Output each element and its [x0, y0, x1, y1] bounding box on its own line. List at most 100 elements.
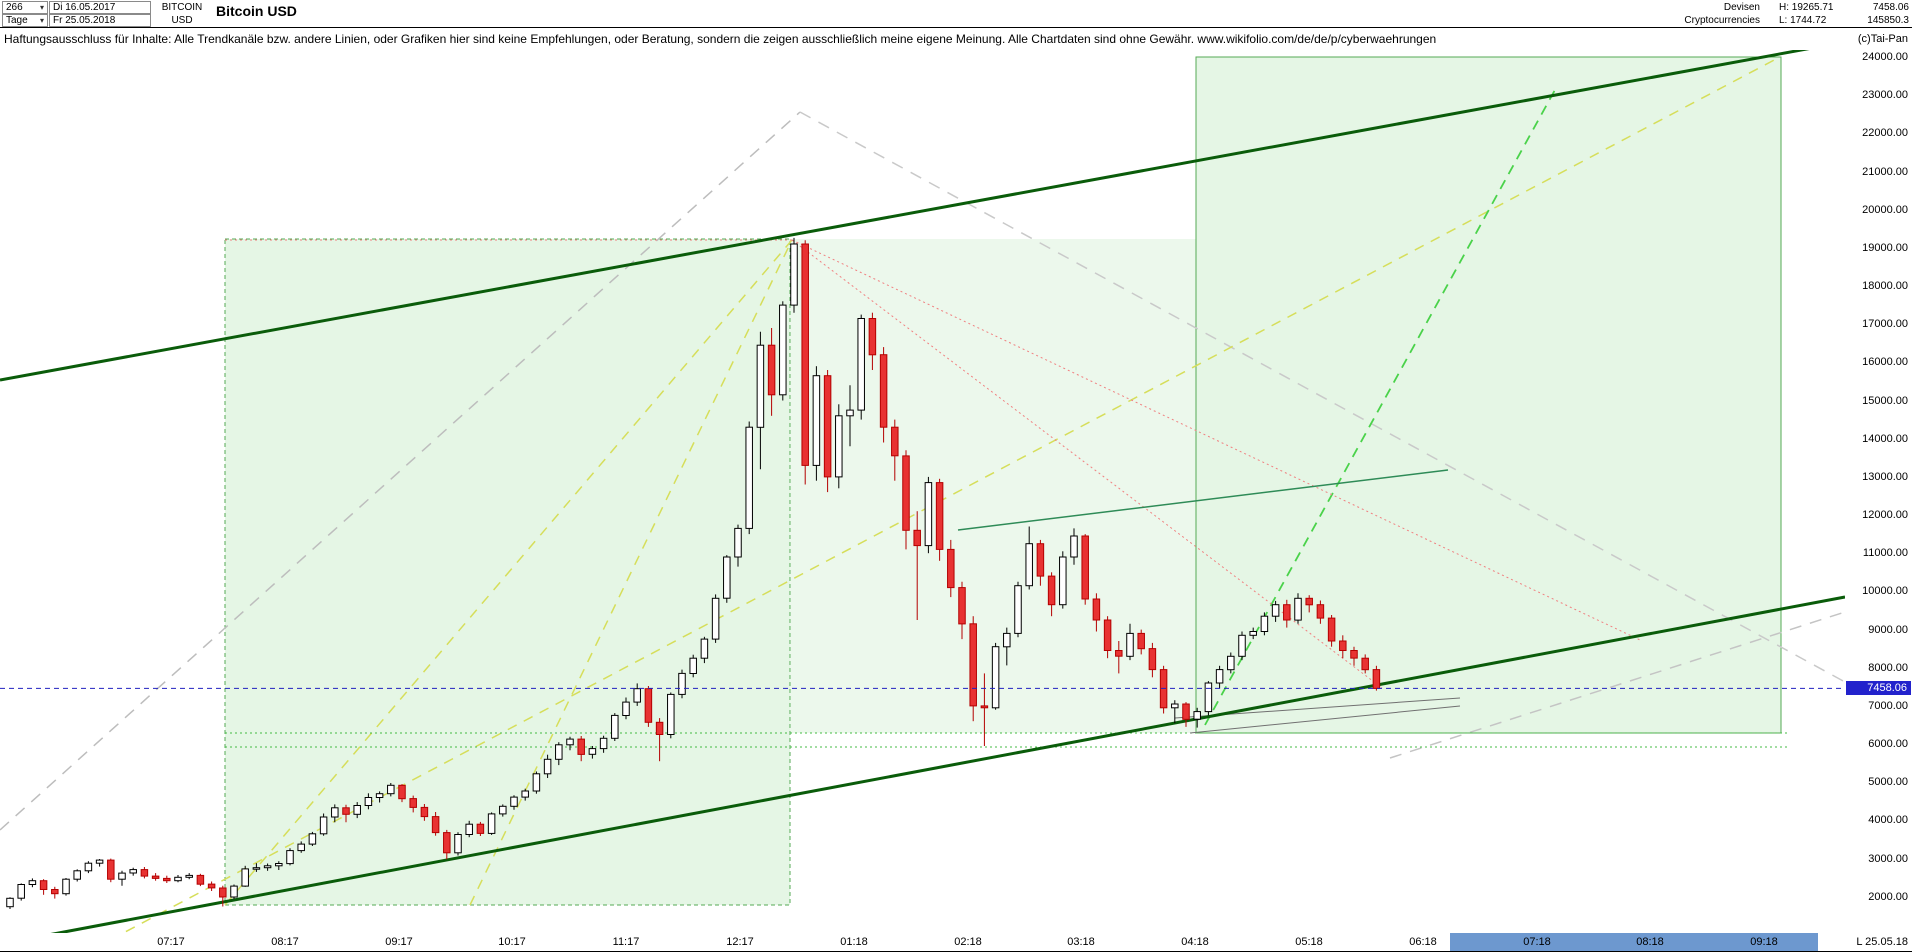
candle-body	[84, 862, 93, 872]
category-block: Devisen Cryptocurrencies	[1684, 1, 1760, 27]
candle-body	[1036, 543, 1045, 577]
candle-body	[969, 623, 977, 707]
y-tick-label: 22000.00	[1862, 127, 1908, 139]
x-tick-label: 10:17	[498, 936, 526, 948]
last-price-value: 7458.06	[1872, 2, 1909, 13]
high-value: H: 19265.71	[1779, 2, 1834, 13]
time-axis[interactable]: 07:17 08:17 09:17 10:17 11:17 12:17 01:18 02:18…	[0, 933, 1912, 952]
candle-body	[297, 843, 305, 852]
period-count-dropdown[interactable]: 266 ▾	[2, 1, 48, 14]
candle-body	[17, 884, 25, 899]
page-title: Bitcoin USD	[216, 3, 297, 19]
y-tick-label: 8000.00	[1868, 662, 1908, 674]
candle-body	[521, 790, 529, 798]
candle-body	[555, 744, 563, 760]
y-tick-label: 10000.00	[1862, 585, 1908, 597]
period-unit-value: Tage	[6, 15, 28, 26]
y-tick-label: 5000.00	[1868, 776, 1908, 788]
candle-body	[622, 701, 630, 716]
candle-body	[1339, 640, 1347, 651]
candle-body	[1294, 597, 1302, 621]
candle-body	[846, 409, 854, 417]
y-tick-label: 19000.00	[1862, 242, 1908, 254]
candle-body	[342, 807, 350, 815]
candle-body	[678, 672, 686, 695]
header-bar: 266 ▾ Tage ▾ Di 16.05.2017 Fr 25.05.2018…	[0, 0, 1912, 28]
date-from-field[interactable]: Di 16.05.2017	[49, 1, 151, 14]
resistance-line	[957, 469, 1449, 531]
candle-body	[577, 738, 585, 755]
candle-body	[588, 748, 597, 755]
candle-body	[1171, 703, 1179, 709]
y-tick-label: 14000.00	[1862, 433, 1908, 445]
candle-body	[633, 688, 641, 703]
candle-body	[420, 806, 429, 818]
price-axis[interactable]: 24000.00 23000.00 22000.00 21000.00 20000.00…	[1845, 50, 1912, 933]
low-value: L: 1744.72	[1779, 15, 1827, 26]
disclaimer-bar: Haftungsausschluss für Inhalte: Alle Tre…	[0, 28, 1912, 50]
candle-body	[913, 529, 921, 547]
candle-body	[196, 874, 205, 885]
candle-body	[689, 657, 697, 675]
y-tick-label: 15000.00	[1862, 395, 1908, 407]
x-tick-label: 02:18	[954, 936, 982, 948]
candle-body	[487, 813, 496, 834]
candle-body	[364, 797, 373, 806]
candle-body	[655, 721, 664, 735]
category-line2: Cryptocurrencies	[1684, 15, 1760, 26]
high-low-block: H: 19265.71 L: 1744.72	[1779, 1, 1834, 27]
category-line1: Devisen	[1723, 2, 1760, 13]
y-tick-label: 12000.00	[1862, 509, 1908, 521]
candle-body	[857, 318, 865, 411]
candle-body	[1283, 604, 1291, 621]
dropdown-arrow-icon: ▾	[39, 3, 44, 12]
candle-body	[745, 426, 753, 529]
candle-body	[958, 587, 966, 625]
date-to-field[interactable]: Fr 25.05.2018	[49, 14, 151, 27]
candle-body	[891, 426, 899, 457]
candle-body	[151, 875, 160, 879]
copyright-label: (c)Tai-Pan	[1857, 33, 1908, 45]
symbol-name: BITCOIN	[161, 2, 203, 13]
yellow-dashed-fan-1	[224, 239, 793, 906]
x-tick-label: 08:17	[271, 936, 299, 948]
candle-body	[835, 415, 843, 478]
candle-body	[1081, 535, 1089, 600]
candle-body	[532, 773, 541, 792]
candle-body	[1070, 535, 1078, 558]
future-range-highlight	[1450, 933, 1818, 951]
y-tick-label: 17000.00	[1862, 318, 1908, 330]
candle-body	[375, 793, 384, 799]
candle-body	[1215, 669, 1224, 684]
candle-body	[947, 548, 955, 589]
candle-body	[1182, 703, 1190, 720]
y-tick-label: 16000.00	[1862, 356, 1908, 368]
current-price-tag: 7458.06	[1846, 681, 1911, 695]
candle-body	[39, 880, 48, 891]
candle-body	[510, 796, 518, 807]
candle-body	[241, 868, 249, 887]
candle-body	[1204, 682, 1213, 713]
candle-body	[319, 816, 328, 835]
candle-body	[207, 883, 216, 889]
date-range-control: Di 16.05.2017 Fr 25.05.2018	[49, 1, 151, 27]
candle-body	[1115, 650, 1123, 657]
candle-body	[879, 354, 888, 428]
candle-body	[700, 638, 709, 659]
candle-body	[185, 874, 193, 878]
candle-body	[286, 850, 294, 865]
gray-dashed-rising	[0, 111, 801, 831]
red-dotted-from-peak-flat	[791, 239, 1641, 641]
candle-body	[711, 597, 720, 640]
candle-body	[991, 646, 1000, 709]
x-tick-label: 05:18	[1295, 936, 1323, 948]
candle-body	[465, 823, 473, 836]
y-tick-label: 6000.00	[1868, 738, 1908, 750]
period-unit-dropdown[interactable]: Tage ▾	[2, 14, 48, 27]
x-tick-label: 09:18	[1750, 936, 1778, 948]
candle-body	[1350, 650, 1358, 659]
y-tick-label: 13000.00	[1862, 471, 1908, 483]
candle-body	[667, 693, 675, 736]
dropdown-arrow-icon: ▾	[39, 16, 44, 25]
